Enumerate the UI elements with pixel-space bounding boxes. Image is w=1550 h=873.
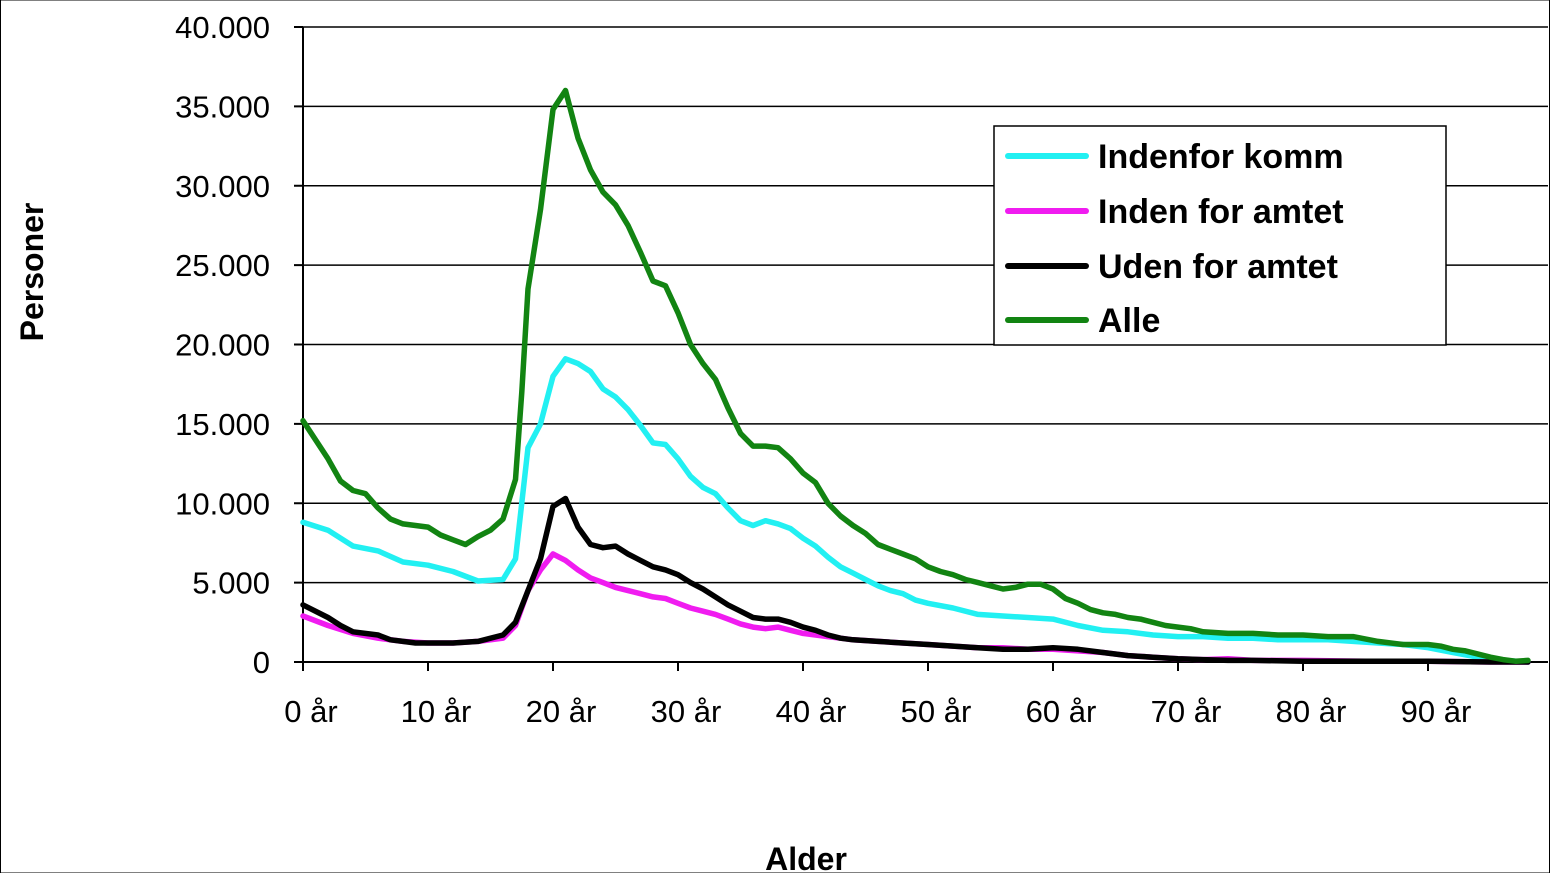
x-tick-label: 60 år bbox=[1026, 694, 1097, 729]
x-tick-label: 10 år bbox=[401, 694, 472, 729]
y-tick-label: 10.000 bbox=[175, 486, 270, 521]
y-tick-label: 30.000 bbox=[175, 169, 270, 204]
series-line bbox=[300, 495, 1531, 665]
x-tick-label: 70 år bbox=[1151, 694, 1222, 729]
x-tick-label: 40 år bbox=[776, 694, 847, 729]
y-tick-label: 25.000 bbox=[175, 248, 270, 283]
legend: Indenfor komm Inden for amtet Uden for amt… bbox=[993, 125, 1447, 346]
legend-box bbox=[993, 125, 1447, 346]
x-tick-label: 90 år bbox=[1401, 694, 1472, 729]
x-tick-label: 50 år bbox=[901, 694, 972, 729]
legend-label: Alle bbox=[1098, 302, 1160, 340]
y-tick-label: 5.000 bbox=[192, 566, 270, 601]
series-line bbox=[300, 87, 1531, 664]
legend-label: Indenfor komm bbox=[1098, 138, 1344, 176]
y-axis-title: Personer bbox=[14, 203, 50, 342]
y-tick-label: 15.000 bbox=[175, 407, 270, 442]
x-tick-label: 0 år bbox=[284, 694, 337, 729]
series-line bbox=[300, 356, 1531, 665]
y-tick-label: 20.000 bbox=[175, 328, 270, 363]
x-tick-label: 30 år bbox=[651, 694, 722, 729]
y-tick-label: 0 bbox=[253, 645, 270, 680]
x-tick-label: 80 år bbox=[1276, 694, 1347, 729]
x-tick-label: 20 år bbox=[526, 694, 597, 729]
series-lines bbox=[300, 87, 1531, 665]
legend-label: Uden for amtet bbox=[1098, 248, 1338, 286]
legend-label: Inden for amtet bbox=[1098, 193, 1344, 231]
y-tick-label: 35.000 bbox=[175, 89, 270, 124]
y-tick-labels: 0 5.000 10.000 15.000 20.000 25.000 30.000 35.0… bbox=[175, 10, 270, 680]
x-tick-labels: 0 år 10 år 20 år 30 år 40 år 50 år 60 år 70 år 8… bbox=[284, 694, 1471, 729]
y-tick-label: 40.000 bbox=[175, 10, 270, 45]
x-axis-title: Alder bbox=[765, 841, 847, 873]
